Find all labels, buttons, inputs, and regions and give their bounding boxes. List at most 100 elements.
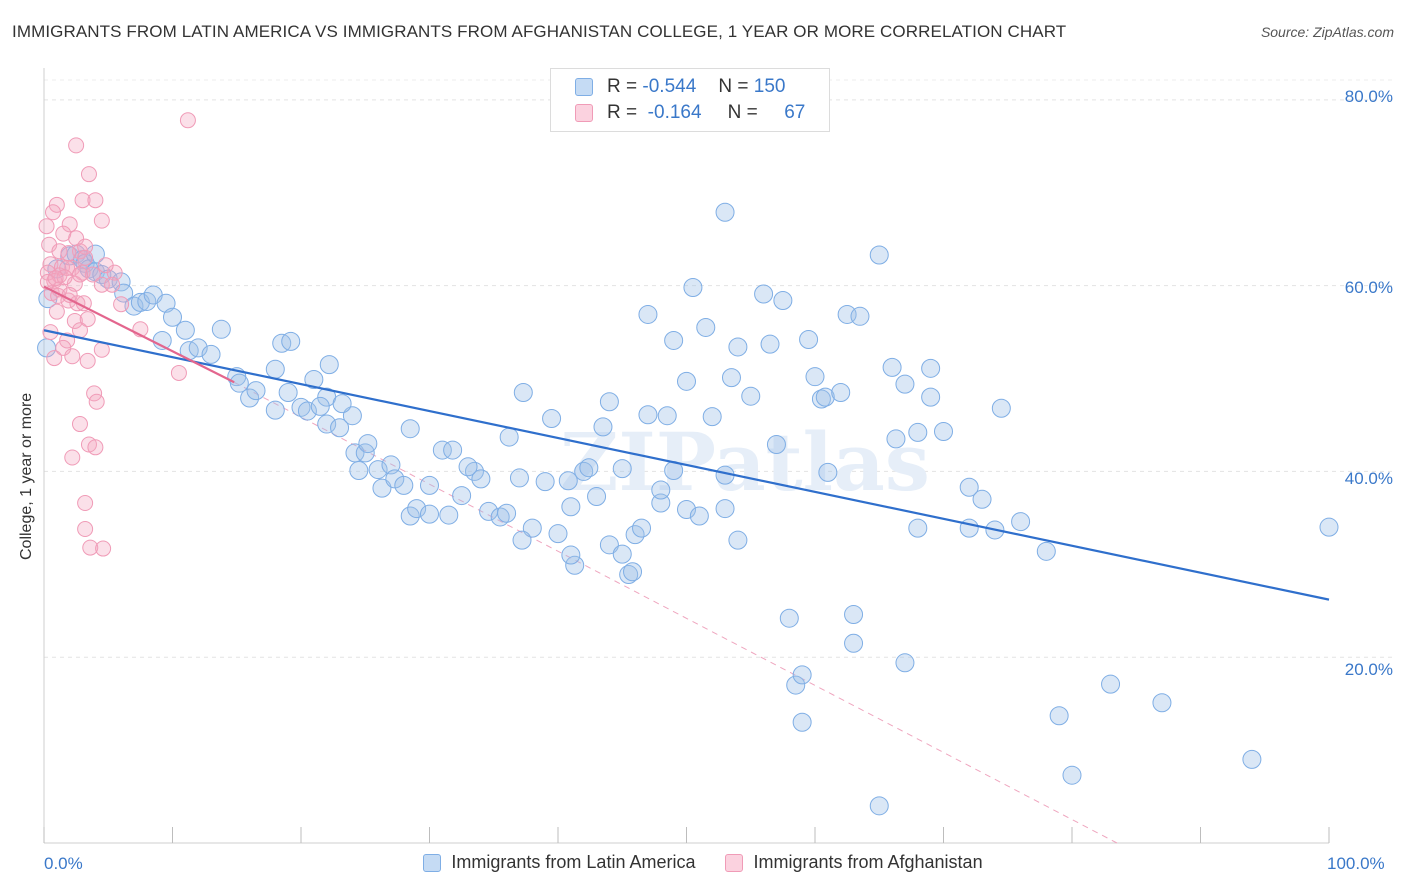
latin-point <box>908 422 928 442</box>
legend-row-latin: R = -0.544 N = 150 <box>575 75 785 99</box>
latin-point <box>124 296 144 316</box>
bottom-legend-label-latin: Immigrants from Latin America <box>451 852 696 872</box>
latin-point <box>651 493 671 513</box>
latin-point <box>792 665 812 685</box>
latin-point <box>512 530 532 550</box>
latin-point <box>574 461 594 481</box>
legend-r-value: -0.544 <box>642 76 697 97</box>
latin-point <box>439 505 459 525</box>
legend-n-label: N = <box>727 102 758 123</box>
latin-point <box>664 330 684 350</box>
afghan-point <box>48 303 65 320</box>
latin-point <box>394 475 414 495</box>
latin-point <box>760 334 780 354</box>
afghan-point <box>68 137 85 154</box>
afghan-point <box>79 352 96 369</box>
latin-point <box>721 368 741 388</box>
legend-n-label: N = <box>718 76 749 97</box>
latin-point <box>452 486 472 506</box>
afghan-point <box>84 266 101 283</box>
latin-point <box>1049 706 1069 726</box>
afghan-point <box>87 192 104 209</box>
latin-point <box>432 440 452 460</box>
latin-point <box>111 272 131 292</box>
latin-point <box>471 469 491 489</box>
latin-point <box>766 434 786 454</box>
afghan-point <box>104 276 121 293</box>
latin-point <box>265 400 285 420</box>
legend-n-value: 67 <box>784 102 806 123</box>
latin-point <box>548 524 568 544</box>
latin-point <box>304 369 324 389</box>
latin-point <box>400 419 420 439</box>
latin-point <box>921 358 941 378</box>
afghan-point <box>64 449 81 466</box>
latin-point <box>991 398 1011 418</box>
latin-point <box>844 604 864 624</box>
latin-point <box>349 461 369 481</box>
latin-point <box>358 434 378 454</box>
latin-point <box>229 373 249 393</box>
afghan-point <box>48 196 65 213</box>
latin-point <box>561 497 581 517</box>
latin-point <box>317 414 337 434</box>
latin-point <box>895 653 915 673</box>
latin-point <box>754 284 774 304</box>
bottom-legend-latin: Immigrants from Latin America <box>423 852 695 873</box>
latin-point <box>689 506 709 526</box>
latin-point <box>579 458 599 478</box>
latin-point <box>805 367 825 387</box>
source-label: Source: ZipAtlas.com <box>1260 24 1394 40</box>
latin-point <box>715 202 735 222</box>
afghan-point <box>71 416 88 433</box>
latin-point <box>850 306 870 326</box>
afghan-trend-line <box>43 285 235 384</box>
latin-point <box>886 429 906 449</box>
latin-point <box>458 457 478 477</box>
afghan-point <box>64 348 81 365</box>
latin-point <box>632 518 652 538</box>
latin-point <box>561 545 581 565</box>
latin-point <box>497 503 517 523</box>
latin-point <box>638 304 658 324</box>
latin-point <box>310 396 330 416</box>
latin-point <box>638 405 658 425</box>
chart-title: IMMIGRANTS FROM LATIN AMERICA VS IMMIGRA… <box>12 22 1067 41</box>
latin-point <box>368 460 388 480</box>
latin-point <box>319 355 339 375</box>
latin-point <box>677 371 696 391</box>
latin-point <box>869 245 889 265</box>
latin-point <box>882 357 902 377</box>
latin-point <box>934 421 953 441</box>
latin-point <box>332 394 352 414</box>
legend-row-afghan: R = -0.164 N = 67 <box>575 101 805 125</box>
latin-point <box>400 506 420 526</box>
y-tick-label-80: 80.0% <box>1344 87 1393 106</box>
latin-point <box>741 386 761 406</box>
latin-point <box>509 468 529 488</box>
latin-point <box>420 504 439 524</box>
legend-r-label: R = <box>607 76 638 97</box>
latin-point <box>651 480 671 500</box>
afghan-point <box>61 216 78 233</box>
afghan-point <box>71 266 88 283</box>
afghan-point <box>71 243 88 260</box>
afghan-point <box>46 273 63 290</box>
latin-point <box>278 382 298 402</box>
afghan-point <box>179 112 196 129</box>
afghan-point <box>44 204 61 221</box>
latin-point <box>895 374 915 394</box>
watermark: ZIPatlas <box>560 415 930 509</box>
afghan-point <box>88 393 105 410</box>
legend-r-value: -0.164 <box>647 102 702 123</box>
latin-point <box>246 381 266 401</box>
latin-point <box>612 459 632 479</box>
latin-point <box>265 359 285 379</box>
latin-point <box>696 317 716 337</box>
latin-point <box>792 712 812 732</box>
afghan-point <box>77 238 94 255</box>
latin-point <box>330 418 350 438</box>
latin-point <box>831 382 851 402</box>
latin-point <box>201 344 221 364</box>
latin-point <box>211 319 231 339</box>
